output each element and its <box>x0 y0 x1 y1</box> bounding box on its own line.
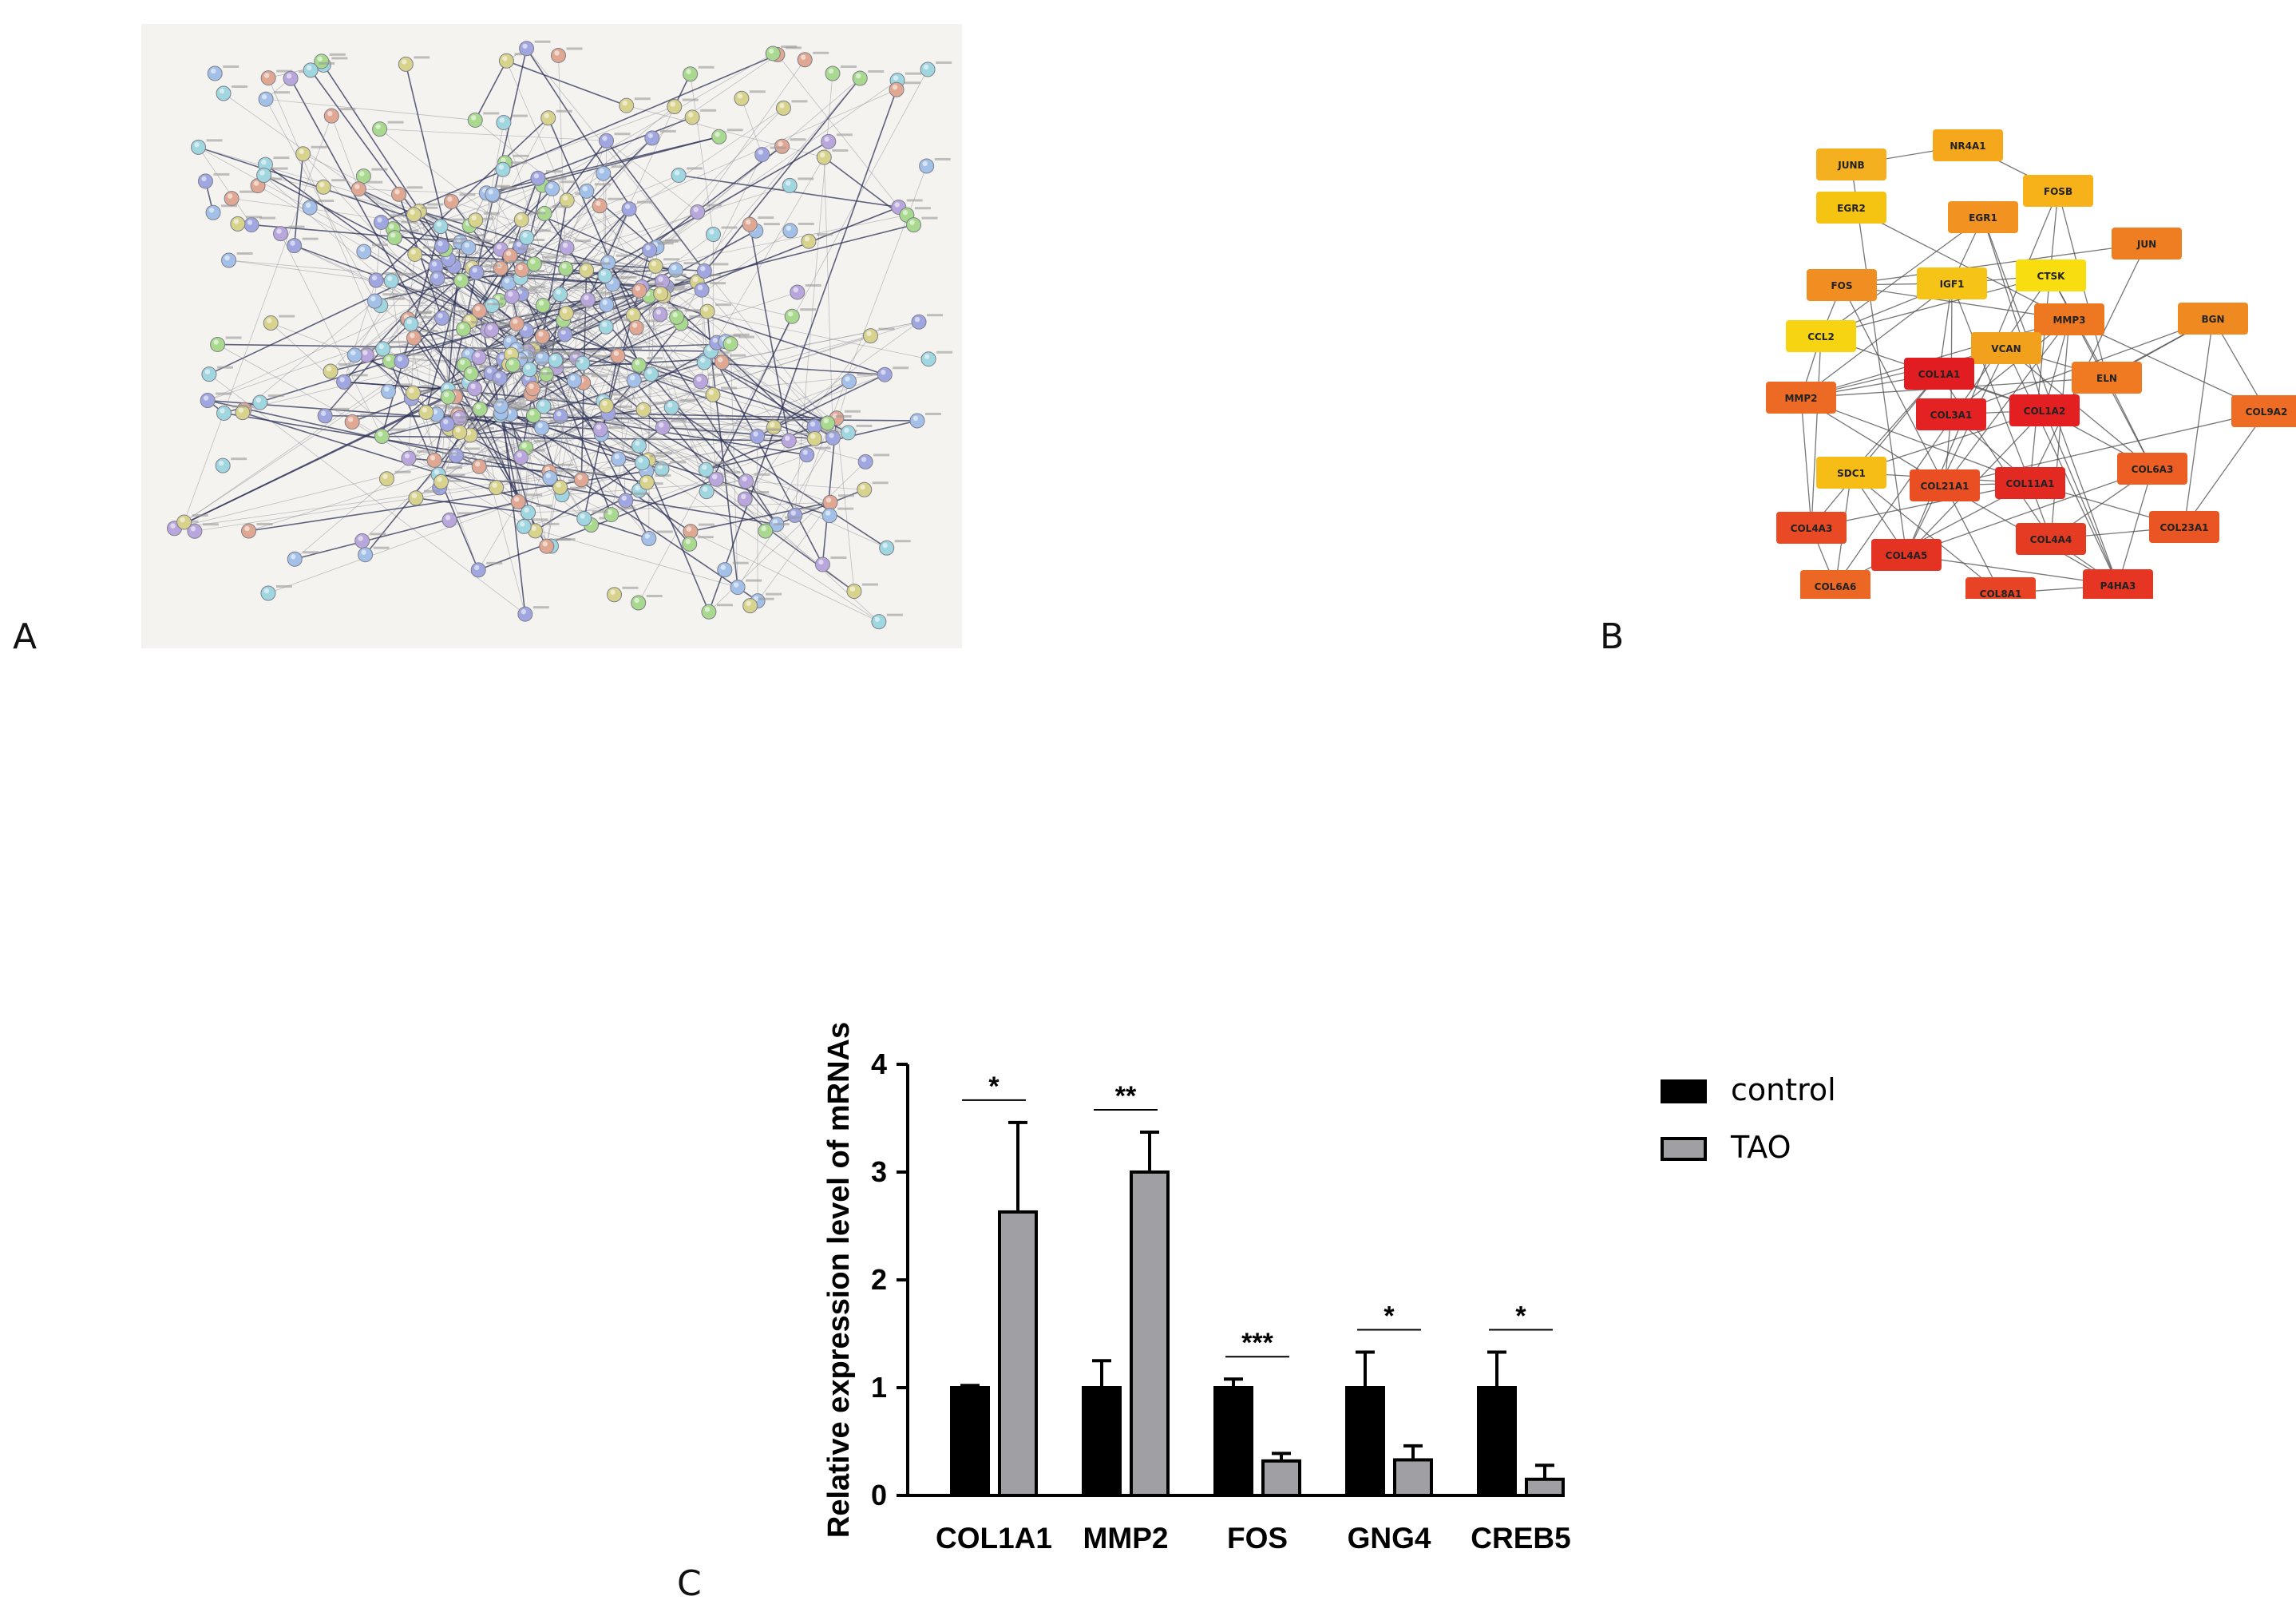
bar-control <box>1082 1386 1122 1497</box>
x-tick-label: CREB5 <box>1471 1522 1570 1555</box>
panel-label-a: A <box>13 616 38 657</box>
hub-gene-node: COL1A1 <box>1904 358 1974 390</box>
hub-gene-node: ELN <box>2072 362 2142 394</box>
hub-gene-label: ELN <box>2096 373 2117 384</box>
y-axis-title: Relative expression level of mRNAs <box>822 1022 856 1538</box>
hub-gene-label: FOS <box>1831 280 1852 291</box>
hub-gene-node: EGR2 <box>1816 192 1886 224</box>
hub-gene-node: MMP2 <box>1766 382 1836 414</box>
hub-gene-label: SDC1 <box>1837 468 1866 479</box>
y-tick-label: 0 <box>871 1479 887 1511</box>
panel-label-c: C <box>677 1563 702 1604</box>
significance-marker: * <box>988 1071 1000 1102</box>
hub-gene-node: COL21A1 <box>1910 469 1980 501</box>
y-tick-label: 1 <box>871 1371 887 1404</box>
hub-gene-label: JUN <box>2136 239 2156 250</box>
hub-gene-node: CTSK <box>2016 259 2086 291</box>
y-tick-label: 3 <box>871 1155 887 1188</box>
legend-label: control <box>1731 1072 1836 1107</box>
network-edges <box>174 48 929 623</box>
hub-gene-label: COL6A6 <box>1815 581 1857 592</box>
hub-gene-label: MMP2 <box>1784 393 1817 404</box>
hub-gene-label: COL1A1 <box>1918 369 1961 380</box>
significance-marker: * <box>1515 1301 1526 1331</box>
legend-swatch-control <box>1661 1079 1707 1103</box>
hub-gene-label: JUNB <box>1837 160 1864 171</box>
x-tick-label: COL1A1 <box>936 1522 1052 1555</box>
hub-gene-label: CCL2 <box>1807 331 1835 343</box>
hub-gene-node: JUN <box>2112 228 2182 259</box>
hub-gene-label: EGR1 <box>1969 212 1997 224</box>
bar-control <box>1477 1386 1517 1497</box>
hub-gene-node: P4HA3 <box>2083 569 2153 601</box>
hub-gene-node: JUNB <box>1816 149 1886 180</box>
hub-gene-network: JUNB NR4A1 FOSB EGR2 EGR1 JUN FOS IGF1 CTSK CCL2 M… <box>1740 104 2296 609</box>
hub-gene-label: COL9A2 <box>2246 406 2288 418</box>
hub-gene-node: COL3A1 <box>1916 398 1986 430</box>
hub-gene-node: VCAN <box>1971 332 2041 364</box>
hub-gene-node: CCL2 <box>1786 320 1856 352</box>
hub-gene-label: COL3A1 <box>1930 410 1973 421</box>
bar-TAO <box>1261 1459 1301 1498</box>
bar-TAO <box>1130 1170 1170 1497</box>
hub-gene-node: FOS <box>1807 269 1877 301</box>
hub-gene-node: COL9A2 <box>2231 395 2296 427</box>
legend-swatch-TAO <box>1661 1137 1707 1161</box>
hub-gene-node: FOSB <box>2023 175 2093 207</box>
bar-control <box>1213 1386 1253 1497</box>
hub-gene-node: EGR1 <box>1948 201 2018 233</box>
hub-gene-label: COL4A4 <box>2030 534 2072 545</box>
x-tick-label: MMP2 <box>1083 1522 1169 1555</box>
hub-gene-node: COL4A4 <box>2016 523 2086 555</box>
hub-gene-label: NR4A1 <box>1950 141 1985 152</box>
hub-gene-label: COL23A1 <box>2160 522 2209 533</box>
hub-gene-node: COL4A5 <box>1871 539 1942 571</box>
hub-gene-label: COL6A3 <box>2132 464 2174 475</box>
hub-gene-node: COL6A3 <box>2117 453 2187 485</box>
x-tick-label: FOS <box>1227 1522 1288 1555</box>
hub-gene-label: VCAN <box>1991 343 2021 354</box>
hub-gene-node: COL8A1 <box>1965 577 2036 609</box>
hub-gene-label: IGF1 <box>1940 279 1965 290</box>
hub-gene-node: COL23A1 <box>2149 511 2219 543</box>
network-nodes <box>167 40 953 630</box>
x-tick-label: GNG4 <box>1348 1522 1431 1555</box>
bar-TAO <box>1525 1477 1565 1497</box>
hub-gene-network-graph: JUNB NR4A1 FOSB EGR2 EGR1 JUN FOS IGF1 CTSK CCL2 M… <box>1766 129 2296 609</box>
hub-gene-node: NR4A1 <box>1933 129 2003 161</box>
significance-marker: * <box>1384 1301 1395 1331</box>
hub-gene-label: COL21A1 <box>1921 481 1969 492</box>
hub-gene-label: EGR2 <box>1837 203 1866 214</box>
hub-gene-label: FOSB <box>2044 186 2072 197</box>
hub-gene-node: COL11A1 <box>1995 467 2065 499</box>
hub-gene-node: MMP3 <box>2034 303 2104 335</box>
hub-gene-node: COL4A3 <box>1776 512 1847 544</box>
bar-TAO <box>998 1210 1038 1497</box>
ppi-network-graph <box>167 40 953 630</box>
hub-gene-label: COL4A5 <box>1886 550 1928 561</box>
y-tick-label: 4 <box>871 1048 887 1080</box>
hub-gene-label: P4HA3 <box>2100 580 2136 592</box>
hub-gene-label: COL1A2 <box>2024 406 2066 417</box>
hub-gene-node: SDC1 <box>1816 457 1886 489</box>
hub-gene-label: COL11A1 <box>2006 478 2055 489</box>
hub-gene-label: MMP3 <box>2053 315 2085 326</box>
significance-marker: *** <box>1241 1328 1273 1358</box>
legend-label: TAO <box>1730 1130 1791 1165</box>
hub-gene-node: COL1A2 <box>2009 394 2080 426</box>
bar-control <box>1345 1386 1385 1497</box>
significance-marker: ** <box>1115 1081 1137 1111</box>
y-tick-label: 2 <box>871 1263 887 1296</box>
ppi-network-image <box>141 24 962 648</box>
hub-gene-label: COL8A1 <box>1980 588 2022 599</box>
hub-gene-node: BGN <box>2178 303 2248 335</box>
bar-control <box>950 1386 990 1497</box>
hub-gene-label: CTSK <box>2037 271 2066 282</box>
hub-gene-label: BGN <box>2201 314 2224 325</box>
hub-gene-label: COL4A3 <box>1791 523 1833 534</box>
panel-label-b: B <box>1600 616 1625 657</box>
hub-gene-node: IGF1 <box>1917 267 1987 299</box>
bar-TAO <box>1393 1458 1433 1497</box>
hub-gene-node: COL6A6 <box>1800 570 1870 602</box>
